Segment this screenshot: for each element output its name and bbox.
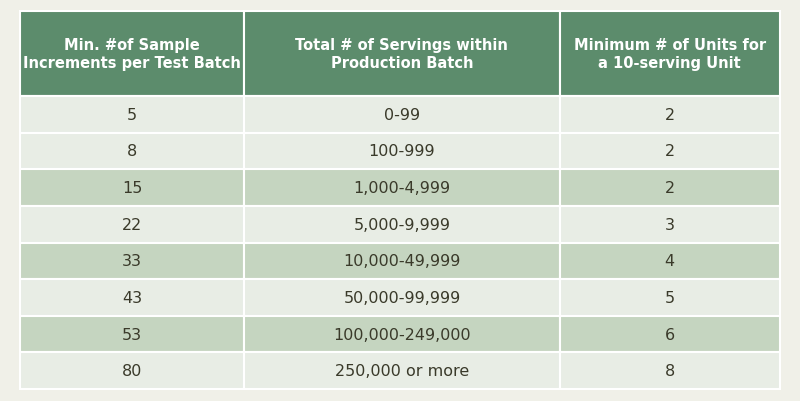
Text: 100,000-249,000: 100,000-249,000 [333,327,470,342]
Text: 8: 8 [127,144,138,159]
Bar [560,207,780,243]
Text: 15: 15 [122,180,142,196]
Text: 3: 3 [665,217,675,232]
Bar [244,316,560,352]
Text: 6: 6 [665,327,675,342]
Bar [20,352,244,389]
Bar [244,207,560,243]
Text: 2: 2 [665,180,675,196]
Text: 33: 33 [122,254,142,269]
Bar [244,352,560,389]
Text: 100-999: 100-999 [369,144,435,159]
Bar [560,316,780,352]
Bar [560,352,780,389]
Bar [244,243,560,279]
Text: 43: 43 [122,290,142,305]
Text: 4: 4 [665,254,675,269]
Bar [20,170,244,207]
Text: 5,000-9,999: 5,000-9,999 [354,217,450,232]
Bar [244,279,560,316]
Text: 5: 5 [127,107,137,123]
Bar [20,97,244,134]
Bar [20,316,244,352]
Text: 1,000-4,999: 1,000-4,999 [354,180,450,196]
Text: 250,000 or more: 250,000 or more [334,363,469,378]
Text: 22: 22 [122,217,142,232]
Bar [560,279,780,316]
Bar [20,207,244,243]
Bar [560,97,780,134]
Bar [20,243,244,279]
Text: 2: 2 [665,144,675,159]
Bar [244,134,560,170]
Bar [560,170,780,207]
Text: 80: 80 [122,363,142,378]
Text: 0-99: 0-99 [384,107,420,123]
Text: Minimum # of Units for
a 10-serving Unit: Minimum # of Units for a 10-serving Unit [574,38,766,71]
Bar [20,12,244,97]
Bar [244,170,560,207]
Bar [560,134,780,170]
Bar [244,12,560,97]
Text: 50,000-99,999: 50,000-99,999 [343,290,461,305]
Text: 5: 5 [665,290,675,305]
Text: 8: 8 [665,363,675,378]
Text: 53: 53 [122,327,142,342]
Bar [20,134,244,170]
Bar [20,279,244,316]
Bar [560,243,780,279]
Bar [244,97,560,134]
Bar [560,12,780,97]
Text: Min. #of Sample
Increments per Test Batch: Min. #of Sample Increments per Test Batc… [23,38,241,71]
Text: 10,000-49,999: 10,000-49,999 [343,254,461,269]
Text: 2: 2 [665,107,675,123]
Text: Total # of Servings within
Production Batch: Total # of Servings within Production Ba… [295,38,508,71]
